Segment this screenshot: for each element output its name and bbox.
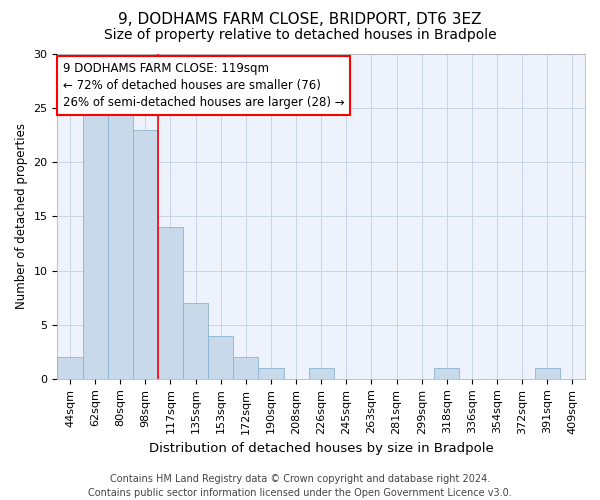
Y-axis label: Number of detached properties: Number of detached properties [15, 124, 28, 310]
Bar [434, 368, 460, 379]
Bar [158, 227, 183, 379]
Bar [308, 368, 334, 379]
Bar [83, 108, 107, 379]
Bar [535, 368, 560, 379]
Bar [233, 357, 259, 379]
Bar [208, 336, 233, 379]
Text: Contains HM Land Registry data © Crown copyright and database right 2024.
Contai: Contains HM Land Registry data © Crown c… [88, 474, 512, 498]
Text: Size of property relative to detached houses in Bradpole: Size of property relative to detached ho… [104, 28, 496, 42]
Bar [133, 130, 158, 379]
Bar [107, 108, 133, 379]
X-axis label: Distribution of detached houses by size in Bradpole: Distribution of detached houses by size … [149, 442, 494, 455]
Text: 9 DODHAMS FARM CLOSE: 119sqm
← 72% of detached houses are smaller (76)
26% of se: 9 DODHAMS FARM CLOSE: 119sqm ← 72% of de… [62, 62, 344, 109]
Text: 9, DODHAMS FARM CLOSE, BRIDPORT, DT6 3EZ: 9, DODHAMS FARM CLOSE, BRIDPORT, DT6 3EZ [118, 12, 482, 28]
Bar [259, 368, 284, 379]
Bar [58, 357, 83, 379]
Bar [183, 303, 208, 379]
